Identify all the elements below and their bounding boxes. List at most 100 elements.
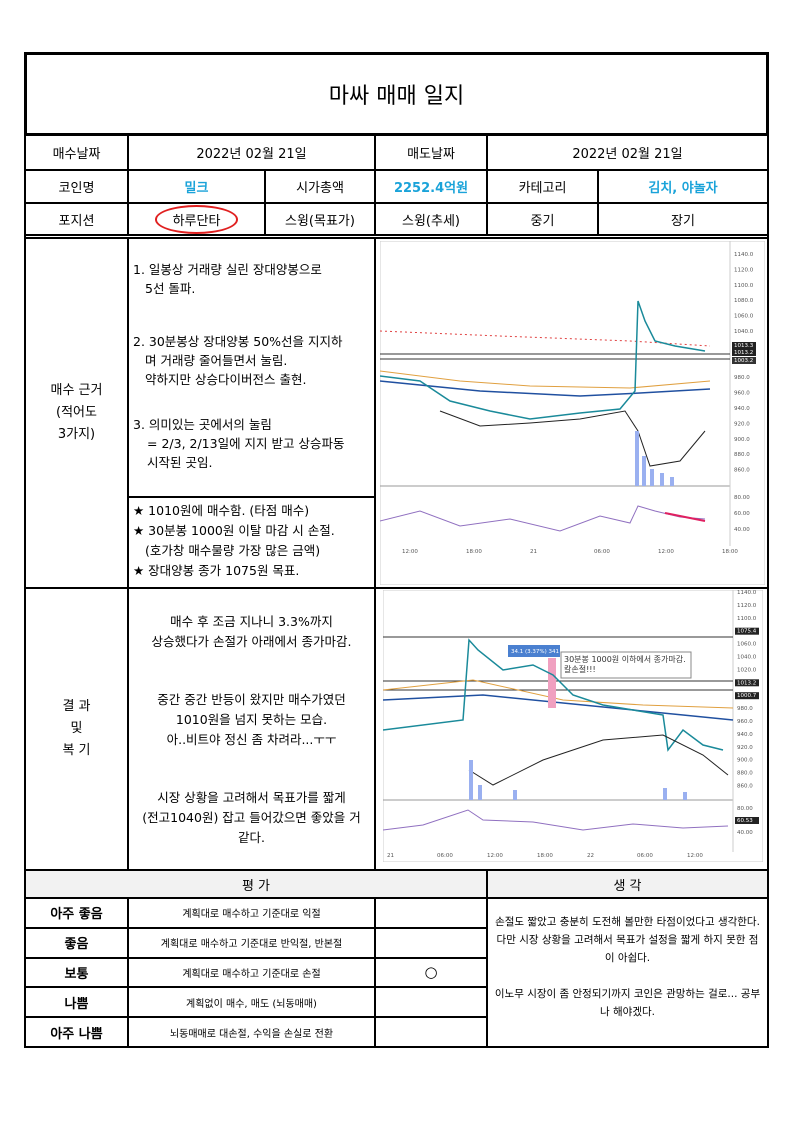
chart-label: 940.0 xyxy=(737,732,753,738)
reason-line: 약하지만 상승다이버전스 출현. xyxy=(145,372,307,387)
reasons-cell xyxy=(128,238,375,497)
reason-line: 3. 의미있는 곳에서의 눌림 xyxy=(133,417,272,432)
label-line: 매수 근거 xyxy=(50,383,103,398)
reason-line: 1. 일봉상 거래량 실린 장대양봉으로 xyxy=(133,262,322,277)
label: 매도날짜 xyxy=(375,135,487,170)
chart-label: 21 xyxy=(530,549,537,555)
chart-label: 80.00 xyxy=(734,495,750,501)
chart-label: 980.0 xyxy=(734,375,750,381)
chart-screenshot: 1140.0 1120.0 1100.0 1075.4 1060.0 1040.0 1020… xyxy=(383,590,763,862)
ma xyxy=(383,694,734,721)
line: (전고1040원) 잡고 들어갔으면 좋았을 거 xyxy=(142,810,361,825)
paragraph: 중간 중간 반등이 왔지만 매수가였던 1010원을 넘지 못하는 모습. 아..비… xyxy=(130,690,373,750)
rating-description: 뇌동매매로 대손절, 수익을 손실로 전환 xyxy=(128,1017,375,1047)
chart-label: 60.00 xyxy=(734,511,750,517)
chart-label: 960.0 xyxy=(734,391,750,397)
chart-label: 1140.0 xyxy=(737,590,757,596)
chart-label: 18:00 xyxy=(466,549,482,555)
rating-mark xyxy=(375,927,487,958)
chart-label: 22 xyxy=(587,853,594,859)
title: 마싸 매매 일지 xyxy=(328,84,465,109)
line: 아..비트야 정신 좀 차려라...ㅜㅜ xyxy=(166,732,337,747)
rsi xyxy=(380,505,706,532)
plan-cell xyxy=(128,497,375,588)
chart-label: 960.0 xyxy=(737,719,753,725)
chart-label: 18:00 xyxy=(537,853,553,859)
chart-label: 1040.0 xyxy=(737,655,757,661)
label-line: 복 기 xyxy=(62,743,91,758)
thought-header: 생 각 xyxy=(487,870,768,898)
line: 중간 중간 반등이 왔지만 매수가였던 xyxy=(157,692,346,707)
chart-label: 칼손절!!! xyxy=(564,665,596,674)
rsi xyxy=(383,809,729,831)
value: 2022년 02월 21일 xyxy=(128,135,375,170)
price-tag-bg xyxy=(735,817,759,824)
value: 2252.4억원 xyxy=(375,170,487,203)
chart-label: 1020.0 xyxy=(737,667,757,673)
chart-label: 920.0 xyxy=(737,745,753,751)
chart-label: 1120.0 xyxy=(737,603,757,609)
reason-line: 며 거래량 줄어들면서 눌림. xyxy=(145,353,288,368)
reason: 1. 일봉상 거래량 실린 장대양봉으로 5선 돌파. xyxy=(133,260,345,298)
plan-line: ★ 1010원에 매수함. (타점 매수) xyxy=(133,503,310,518)
chart-label: 860.0 xyxy=(737,784,753,790)
reason-line: 시작된 곳임. xyxy=(147,455,213,470)
plan: ★ 1010원에 매수함. (타점 매수) ★ 30분봉 1000원 이탈 마감 … xyxy=(133,501,335,581)
divergence xyxy=(664,512,706,522)
label-line: (적어도 xyxy=(56,405,97,420)
chart-label: 1060.0 xyxy=(734,314,754,320)
frame xyxy=(380,241,765,585)
chart-label: 18:00 xyxy=(722,549,738,555)
chart-label: 1013.2 xyxy=(737,680,756,686)
line: 시장 상황을 고려해서 목표가를 짧게 xyxy=(157,790,346,805)
rating-description: 계획대로 매수하고 기준대로 익절 xyxy=(128,898,375,928)
chart-label: 980.0 xyxy=(737,706,753,712)
line: 매수 후 조금 지나니 3.3%까지 xyxy=(170,614,333,629)
reason-line: = 2/3, 2/13일에 지지 받고 상승파동 xyxy=(147,436,345,451)
chart-label: 1120.0 xyxy=(734,267,754,273)
reason-line: 2. 30분봉상 장대양봉 50%선을 지지하 xyxy=(133,334,343,349)
chart-label: 940.0 xyxy=(734,406,750,412)
chart-label: 1000.7 xyxy=(737,693,757,699)
rating-mark xyxy=(375,1017,487,1047)
label-line: 3가지) xyxy=(57,427,96,442)
chart-screenshot: 1140.01120.01100.01080.01060.01040.01020… xyxy=(380,241,765,585)
line: 1010원을 넘지 못하는 모습. xyxy=(175,712,328,727)
chart-label: 880.0 xyxy=(737,771,753,777)
price-tag-bg xyxy=(732,357,756,364)
chart-label: 900.0 xyxy=(737,758,753,764)
chart-label: 80.00 xyxy=(737,806,753,812)
chart-label: 1075.4 xyxy=(737,629,757,635)
position: 스윙(추세) xyxy=(375,203,487,235)
band xyxy=(468,734,729,786)
chart-label: 12:00 xyxy=(487,853,503,859)
volume xyxy=(635,431,674,486)
thought: 손절도 짧았고 충분히 도전해 볼만한 타점이었다고 생각한다. xyxy=(495,916,760,928)
plan-line: ★ 장대양봉 종가 1075원 목표. xyxy=(133,563,300,578)
title-cell: 마싸 매매 일지 xyxy=(25,53,768,135)
chart-label: 30분봉 1000원 이하에서 종가마감. xyxy=(564,654,686,664)
chart-label: 21 xyxy=(387,853,394,859)
label: 카테고리 xyxy=(487,170,598,203)
price-tag-bg xyxy=(732,342,756,349)
chart-label: 06:00 xyxy=(437,853,453,859)
highlight xyxy=(548,658,556,708)
chart-label: 12:00 xyxy=(658,549,674,555)
reasons: 1. 일봉상 거래량 실린 장대양봉으로 5선 돌파. 2. 30분봉상 장대양봉 … xyxy=(133,260,345,498)
chart-label: 1060.0 xyxy=(737,642,757,648)
line: 상승했다가 손절가 아래에서 종가마감. xyxy=(151,634,352,649)
rating: 좋음 xyxy=(25,927,128,958)
rating-mark: ○ xyxy=(375,957,487,988)
frame xyxy=(383,590,763,862)
ma xyxy=(380,380,711,397)
chart-label: 34.1 (3.37%) 341 xyxy=(511,649,559,655)
chart-label: 06:00 xyxy=(637,853,653,859)
position: 스윙(목표가) xyxy=(265,203,375,235)
rating: 보통 xyxy=(25,957,128,988)
label: 포지션 xyxy=(25,203,128,235)
chart-label: 12:00 xyxy=(402,549,418,555)
thought: 이노무 시장이 좀 안정되기까지 코인은 관망하는 걸로... 공부나 해야겠다… xyxy=(494,988,761,1018)
